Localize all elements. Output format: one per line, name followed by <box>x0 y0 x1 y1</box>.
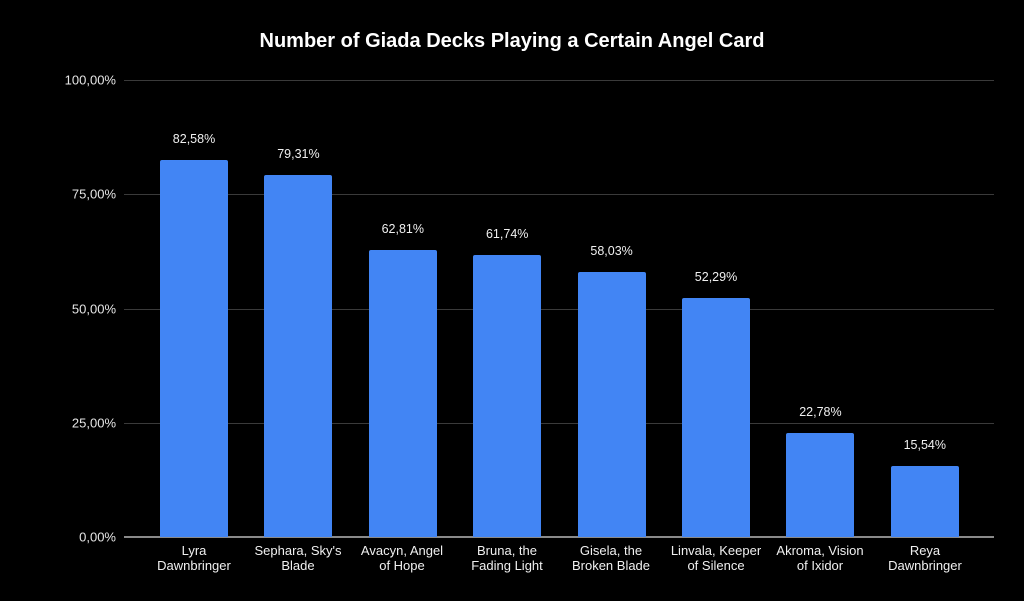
x-label: Lyra Dawnbringer <box>157 543 231 573</box>
bar-value-label: 22,78% <box>799 404 842 419</box>
gridline-50 <box>124 309 994 310</box>
bar <box>160 159 228 537</box>
x-label: Bruna, the Fading Light <box>471 543 543 573</box>
bar-value-label: 15,54% <box>903 437 946 452</box>
x-axis-baseline <box>124 536 994 538</box>
x-label: Akroma, Vision of Ixidor <box>776 543 864 573</box>
bar-value-label: 61,74% <box>485 226 529 241</box>
y-tick-25: 25,00% <box>71 415 116 431</box>
x-label: Reya Dawnbringer <box>888 543 962 573</box>
bar <box>264 174 333 537</box>
bar <box>473 254 542 537</box>
bar <box>786 432 855 537</box>
y-tick-50: 50,00% <box>71 301 116 317</box>
bar-value-label: 58,03% <box>590 243 633 258</box>
x-label: Gisela, the Broken Blade <box>571 543 651 573</box>
gridline-75 <box>124 194 994 195</box>
x-label: Linvala, Keeper of Silence <box>670 543 762 573</box>
bar <box>577 271 646 537</box>
x-label: Avacyn, Angel of Hope <box>360 543 444 573</box>
y-tick-100: 100,00% <box>64 72 116 88</box>
bar-value-label: 52,29% <box>694 270 738 285</box>
chart-title: Number of Giada Decks Playing a Certain … <box>259 30 765 52</box>
bar-value-label: 79,31% <box>277 146 320 161</box>
bar-value-label: 82,58% <box>172 131 216 146</box>
bar-value-label: 62,81% <box>381 221 424 236</box>
bar <box>368 249 437 537</box>
bar <box>890 465 959 537</box>
bar <box>682 298 750 537</box>
y-tick-75: 75,00% <box>71 186 116 202</box>
gridline-25 <box>124 423 994 424</box>
gridline-100 <box>124 80 994 81</box>
plot-area <box>124 80 994 538</box>
y-tick-0: 0,00% <box>79 529 116 545</box>
x-label: Sephara, Sky's Blade <box>254 543 342 573</box>
